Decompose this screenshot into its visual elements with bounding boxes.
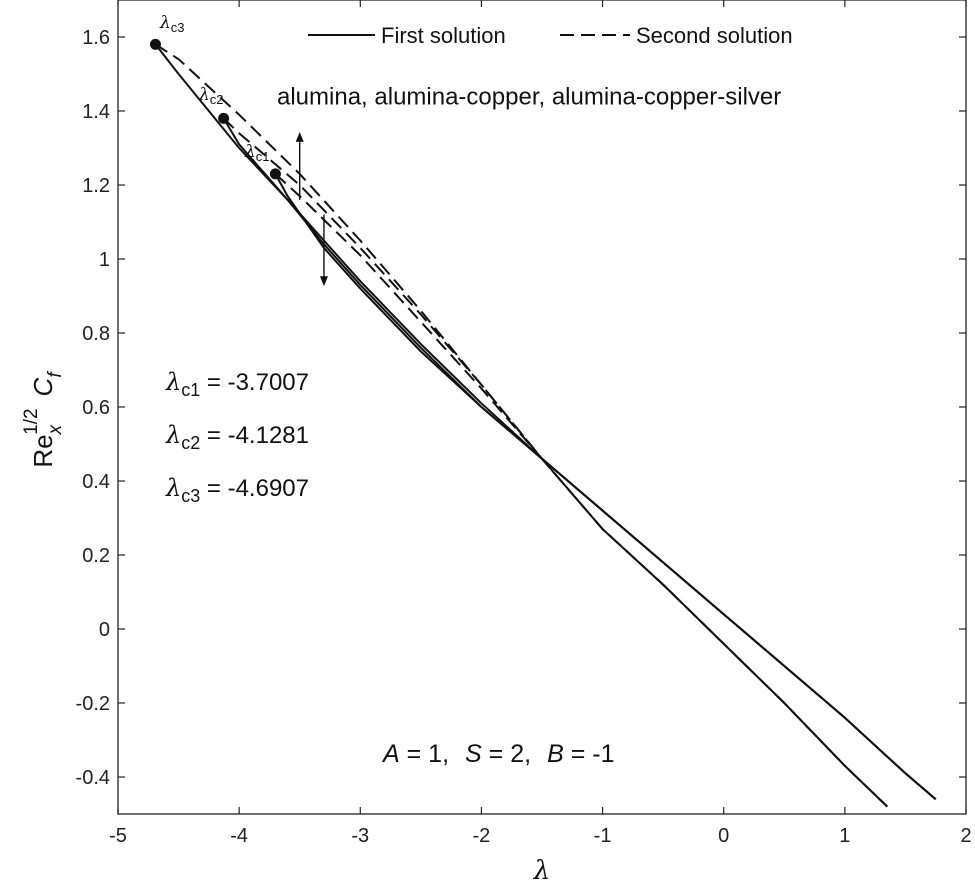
param-b-symbol: B	[547, 740, 564, 768]
y-tick-label: 1	[99, 249, 110, 271]
y-axis-label-sub: x	[45, 423, 66, 435]
critical-point-c2	[218, 112, 230, 124]
y-tick-label: 1.4	[82, 101, 110, 123]
critical-value-1-sub: c1	[181, 380, 200, 400]
x-axis-label: λ	[533, 856, 550, 886]
point-label-c2-sub: c2	[210, 92, 224, 107]
point-label-c2: λc2	[198, 85, 224, 107]
x-tick-label: -1	[594, 825, 612, 847]
y-tick-label: 0.2	[82, 545, 110, 567]
point-label-c1-sub: c1	[256, 149, 270, 164]
point-label-c1: λc1	[244, 142, 270, 164]
point-label-c3-sub: c3	[171, 20, 185, 35]
param-s-value: = 2,	[482, 740, 531, 768]
y-axis-label-base: Re	[28, 434, 58, 467]
y-axis-label-sup: 1/2	[21, 408, 42, 434]
parameter-annotation: A = 1, S = 2, B = -1	[381, 740, 614, 768]
critical-value-1: λc1 = -3.7007	[165, 368, 309, 400]
x-tick-label: 1	[839, 825, 850, 847]
y-axis-label: Rex1/2 Cf	[21, 371, 66, 468]
critical-value-2-value: = -4.1281	[200, 422, 309, 449]
param-b-value: = -1	[564, 740, 615, 768]
critical-value-2-sub: c2	[181, 433, 200, 453]
point-label-c2-symbol: λ	[198, 85, 210, 105]
critical-points	[149, 38, 281, 180]
y-axis-label-symbol-sub: f	[45, 371, 66, 378]
critical-point-c1	[269, 168, 281, 180]
critical-value-3-sub: c3	[181, 486, 200, 506]
critical-value-1-symbol: λ	[165, 368, 181, 396]
trend-arrows	[295, 131, 328, 287]
plot-area	[117, 0, 967, 815]
param-a-symbol: A	[381, 740, 400, 768]
x-tick-label: 2	[960, 825, 971, 847]
x-tick-label: -3	[351, 825, 369, 847]
x-tick-label: -4	[230, 825, 248, 847]
critical-value-2-symbol: λ	[165, 421, 181, 449]
x-tick-label: 0	[718, 825, 729, 847]
critical-value-1-value: = -3.7007	[200, 369, 309, 396]
y-tick-label: -0.4	[76, 767, 110, 789]
y-tick-label: 0.4	[82, 471, 110, 493]
y-tick-label: 0	[99, 619, 110, 641]
point-label-c3-symbol: λ	[159, 13, 171, 33]
svg-text:Rex1/2Cf: Rex1/2 Cf	[21, 371, 66, 468]
y-tick-label: 1.2	[82, 175, 110, 197]
series-lines	[154, 43, 937, 808]
y-tick-label: 1.6	[82, 27, 110, 49]
legend-entry-first: First solution	[381, 23, 506, 48]
critical-values: λc1 = -3.7007 λc2 = -4.1281 λc3 = -4.690…	[165, 368, 309, 506]
critical-value-3-value: = -4.6907	[200, 475, 309, 502]
y-tick-label: -0.2	[76, 693, 110, 715]
y-tick-label: 0.6	[82, 397, 110, 419]
axis-ticks: -5 -4 -3 -2 -1 0 1 2 -0.4 -0.2 0 0.2 0.4 0.6 0.8 1 1.2 1.…	[76, 0, 972, 847]
critical-value-3: λc3 = -4.6907	[165, 474, 309, 506]
critical-value-3-symbol: λ	[165, 474, 181, 502]
x-tick-label: -2	[473, 825, 491, 847]
legend-entry-second: Second solution	[636, 23, 793, 48]
point-label-c1-symbol: λ	[244, 142, 256, 162]
point-label-c3: λc3	[159, 13, 185, 35]
fluids-annotation: alumina, alumina-copper, alumina-copper-…	[277, 83, 781, 110]
param-a-value: = 1,	[400, 740, 449, 768]
param-s-symbol: S	[465, 740, 482, 768]
x-tick-label: -5	[109, 825, 127, 847]
legend: First solution Second solution	[308, 23, 793, 48]
critical-point-c3	[149, 38, 161, 50]
y-axis-label-symbol: C	[28, 377, 58, 396]
first-solution-line-3	[154, 43, 937, 800]
y-tick-label: 0.8	[82, 323, 110, 345]
critical-value-2: λc2 = -4.1281	[165, 421, 309, 453]
